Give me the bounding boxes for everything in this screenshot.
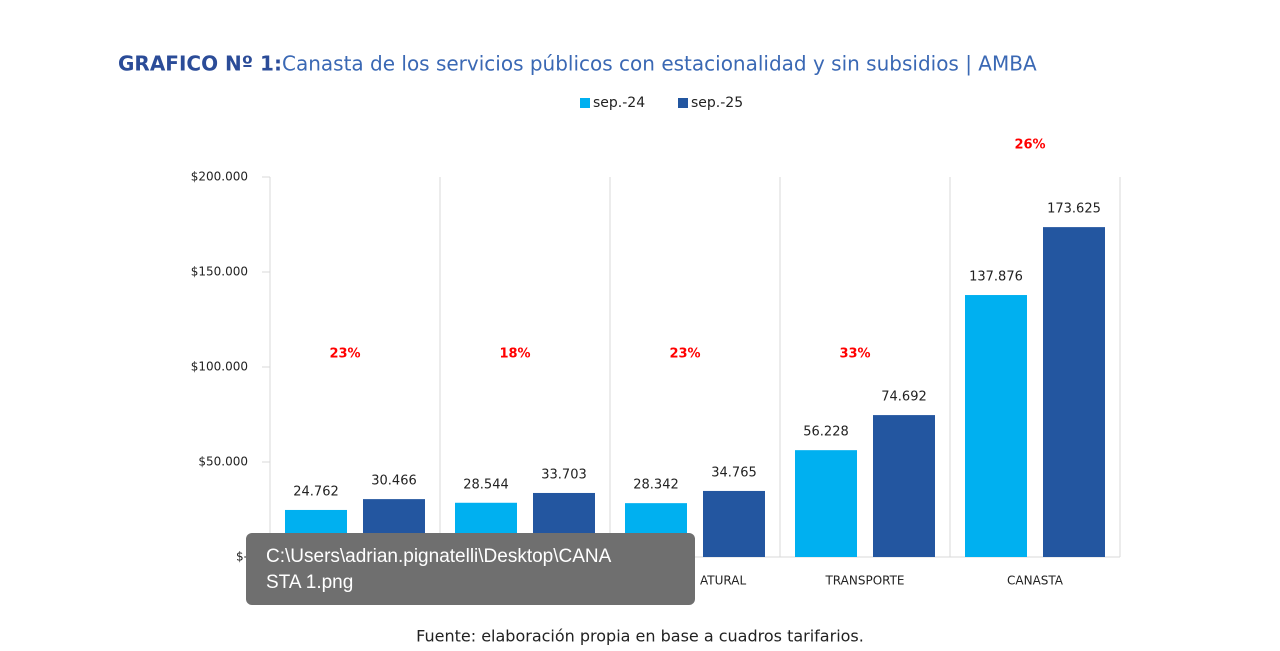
tooltip: [246, 533, 695, 605]
tooltip-text: C:\Users\adrian.pignatelli\Desktop\CANA: [266, 546, 612, 567]
x-tick-label: TRANSPORTE: [824, 574, 904, 588]
source-note: Fuente: elaboración propia en base a cua…: [416, 627, 864, 646]
change-label: 26%: [1014, 138, 1045, 153]
y-tick-label: $50.000: [198, 455, 248, 469]
data-label: 74.692: [881, 390, 927, 405]
data-label: 24.762: [293, 484, 339, 499]
y-tick-label: $-: [236, 550, 248, 564]
legend-swatch: [678, 98, 688, 108]
data-label: 28.544: [463, 477, 509, 492]
change-label: 33%: [839, 347, 870, 362]
y-tick-label: $200.000: [191, 170, 248, 184]
data-label: 30.466: [371, 474, 417, 489]
tooltip-text: STA 1.png: [266, 572, 353, 593]
bar: [965, 295, 1027, 557]
change-label: 23%: [669, 347, 700, 362]
bar: [703, 490, 765, 557]
data-label: 173.625: [1047, 202, 1101, 217]
x-tick-label: CANASTA: [1007, 574, 1064, 588]
data-label: 56.228: [803, 425, 849, 440]
bar: [1043, 227, 1105, 558]
y-tick-label: $150.000: [191, 265, 248, 279]
data-label: 33.703: [541, 467, 587, 482]
legend-label: sep.-25: [691, 95, 743, 111]
data-label: 28.342: [633, 478, 679, 493]
legend-label: sep.-24: [593, 95, 645, 111]
x-tick-label: ATURAL: [700, 574, 746, 588]
change-label: 18%: [499, 347, 530, 362]
bar: [873, 415, 935, 557]
chart-title-number: GRAFICO Nº 1:: [118, 52, 282, 76]
data-label: 137.876: [969, 270, 1023, 285]
chart-title: Canasta de los servicios públicos con es…: [282, 52, 1037, 76]
y-tick-label: $100.000: [191, 360, 248, 374]
bar: [795, 450, 857, 557]
change-label: 23%: [329, 347, 360, 362]
data-label: 34.765: [711, 465, 757, 480]
legend-swatch: [580, 98, 590, 108]
